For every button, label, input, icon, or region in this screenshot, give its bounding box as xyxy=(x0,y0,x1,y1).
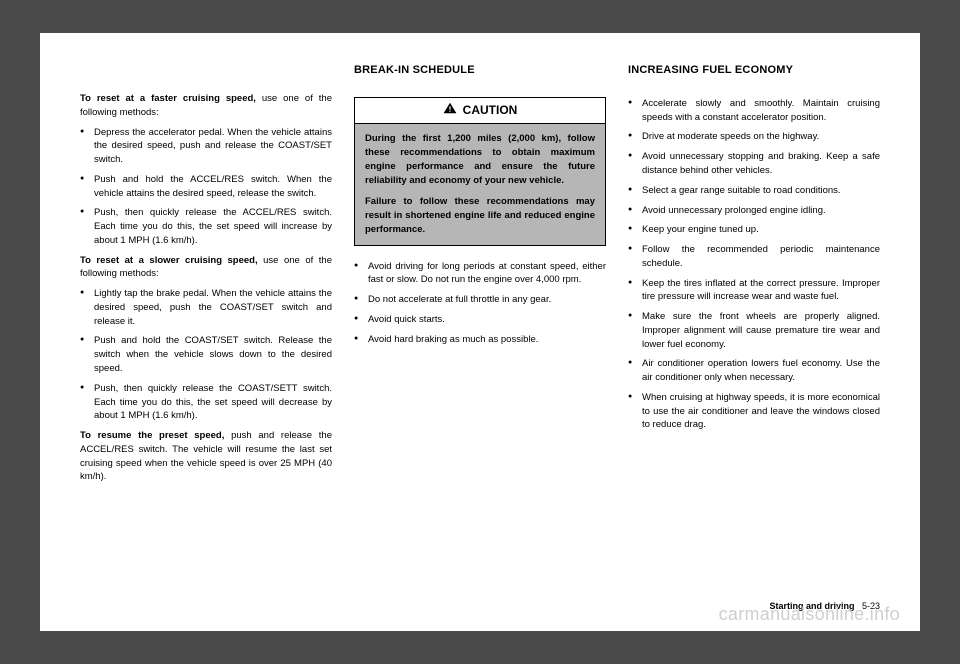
breakin-heading: BREAK-IN SCHEDULE xyxy=(354,63,606,79)
list-item: Drive at moderate speeds on the highway. xyxy=(628,130,880,144)
caution-body: During the first 1,200 miles (2,000 km),… xyxy=(355,124,605,244)
list-item: Lightly tap the brake pedal. When the ve… xyxy=(80,287,332,328)
list-item: Avoid driving for long periods at consta… xyxy=(354,260,606,288)
reset-slower-bold: To reset at a slower cruising speed, xyxy=(80,255,258,266)
resume-speed-para: To resume the preset speed, push and rel… xyxy=(80,429,332,484)
watermark: carmanualsonline.info xyxy=(719,604,900,625)
list-item: Follow the recommended periodic maintena… xyxy=(628,243,880,271)
column-1: To reset at a faster cruising speed, use… xyxy=(80,63,332,585)
list-item: Avoid unnecessary prolonged engine idlin… xyxy=(628,204,880,218)
list-item: Depress the accelerator pedal. When the … xyxy=(80,126,332,167)
caution-label: CAUTION xyxy=(463,102,518,119)
list-item: When cruising at highway speeds, it is m… xyxy=(628,391,880,432)
list-item: Push and hold the COAST/SET switch. Rele… xyxy=(80,334,332,375)
reset-faster-list: Depress the accelerator pedal. When the … xyxy=(80,126,332,248)
caution-header: CAUTION xyxy=(355,98,605,124)
reset-slower-intro: To reset at a slower cruising speed, use… xyxy=(80,254,332,282)
caution-p1: During the first 1,200 miles (2,000 km),… xyxy=(365,132,595,187)
list-item: Air conditioner operation lowers fuel ec… xyxy=(628,357,880,385)
list-item: Do not accelerate at full throttle in an… xyxy=(354,293,606,307)
list-item: Make sure the front wheels are properly … xyxy=(628,310,880,351)
caution-p2: Failure to follow these recommendations … xyxy=(365,195,595,236)
list-item: Push, then quickly release the COAST/SET… xyxy=(80,382,332,423)
caution-box: CAUTION During the first 1,200 miles (2,… xyxy=(354,97,606,246)
content-columns: To reset at a faster cruising speed, use… xyxy=(80,63,880,585)
list-item: Select a gear range suitable to road con… xyxy=(628,184,880,198)
list-item: Avoid unnecessary stopping and braking. … xyxy=(628,150,880,178)
list-item: Push, then quickly release the ACCEL/RES… xyxy=(80,206,332,247)
reset-faster-bold: To reset at a faster cruising speed, xyxy=(80,93,256,104)
list-item: Accelerate slowly and smoothly. Maintain… xyxy=(628,97,880,125)
reset-slower-list: Lightly tap the brake pedal. When the ve… xyxy=(80,287,332,423)
column-2: BREAK-IN SCHEDULE CAUTION During the fir… xyxy=(354,63,606,585)
resume-speed-bold: To resume the preset speed, xyxy=(80,430,224,441)
breakin-list: Avoid driving for long periods at consta… xyxy=(354,260,606,347)
list-item: Keep your engine tuned up. xyxy=(628,223,880,237)
reset-faster-intro: To reset at a faster cruising speed, use… xyxy=(80,92,332,120)
list-item: Keep the tires inflated at the correct p… xyxy=(628,277,880,305)
column-3: INCREASING FUEL ECONOMY Accelerate slowl… xyxy=(628,63,880,585)
list-item: Avoid quick starts. xyxy=(354,313,606,327)
list-item: Avoid hard braking as much as possible. xyxy=(354,333,606,347)
warning-icon xyxy=(443,102,457,119)
list-item: Push and hold the ACCEL/RES switch. When… xyxy=(80,173,332,201)
manual-page: To reset at a faster cruising speed, use… xyxy=(40,33,920,631)
heading-spacer xyxy=(80,63,332,92)
fuel-economy-heading: INCREASING FUEL ECONOMY xyxy=(628,63,880,79)
fuel-economy-list: Accelerate slowly and smoothly. Maintain… xyxy=(628,97,880,432)
